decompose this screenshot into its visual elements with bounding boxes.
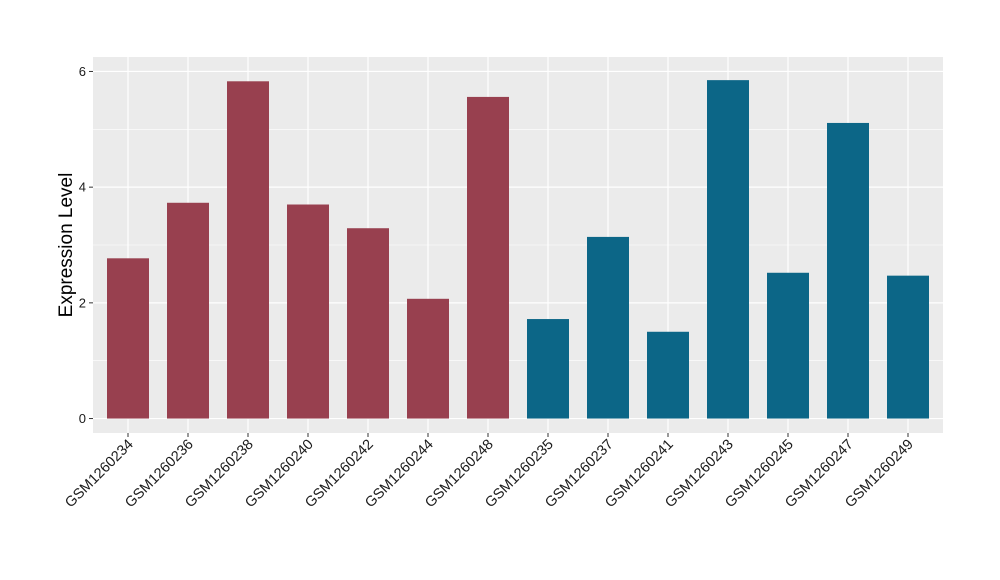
bar-GSM1260237: [587, 236, 629, 419]
bar-GSM1260242: [347, 228, 389, 419]
y-tick-label: 2: [79, 295, 86, 310]
x-axis: GSM1260234GSM1260236GSM1260238GSM1260240…: [62, 433, 917, 511]
y-tick-label: 4: [79, 180, 86, 195]
bar-GSM1260238: [227, 81, 269, 419]
bar-GSM1260240: [287, 204, 329, 419]
bar-GSM1260248: [467, 96, 509, 419]
bar-GSM1260249: [887, 275, 929, 419]
bar-GSM1260245: [767, 272, 809, 419]
bar-GSM1260234: [107, 258, 149, 419]
bar-GSM1260247: [827, 122, 869, 419]
y-tick-label: 0: [79, 411, 86, 426]
y-tick-label: 6: [79, 64, 86, 79]
bar-GSM1260244: [407, 298, 449, 419]
bar-GSM1260236: [167, 202, 209, 419]
bar-GSM1260243: [707, 80, 749, 419]
bars: [107, 80, 929, 419]
y-axis: 0 2 4 6: [79, 64, 93, 426]
bar-GSM1260235: [527, 319, 569, 419]
bar-GSM1260241: [647, 331, 689, 419]
y-axis-title: Expression Level: [56, 173, 77, 318]
